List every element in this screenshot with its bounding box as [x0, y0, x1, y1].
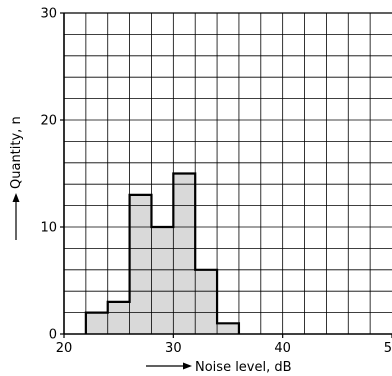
- x-axis-title-group: Noise level, dB: [146, 360, 292, 375]
- histogram-outline: [84, 172, 241, 334]
- x-axis-arrowhead: [183, 362, 192, 370]
- bar: [217, 323, 239, 334]
- x-tick-labels: 20 30 40 50: [56, 334, 392, 356]
- x-tick-label: 40: [274, 341, 291, 356]
- y-tick-label: 0: [49, 328, 57, 343]
- y-tick-labels: 0 10 20 30: [40, 7, 64, 343]
- grid: [64, 13, 392, 334]
- y-tick-label: 30: [40, 7, 57, 22]
- x-tick-label: 50: [384, 341, 392, 356]
- bar: [85, 312, 108, 334]
- plot-frame: [63, 12, 392, 335]
- y-axis-title-group: Quantity, n: [9, 116, 24, 240]
- y-axis-title: Quantity, n: [9, 116, 24, 189]
- y-tick-label: 20: [40, 114, 57, 129]
- bar: [195, 269, 218, 334]
- bar: [129, 194, 152, 334]
- x-tick-label: 20: [56, 341, 73, 356]
- bar: [151, 227, 174, 334]
- bars: [84, 172, 241, 334]
- y-tick-label: 10: [40, 221, 57, 236]
- x-tick-label: 30: [165, 341, 182, 356]
- bar: [107, 301, 130, 334]
- x-axis-title: Noise level, dB: [195, 360, 292, 375]
- y-axis-arrowhead: [12, 193, 20, 202]
- bar: [173, 173, 196, 334]
